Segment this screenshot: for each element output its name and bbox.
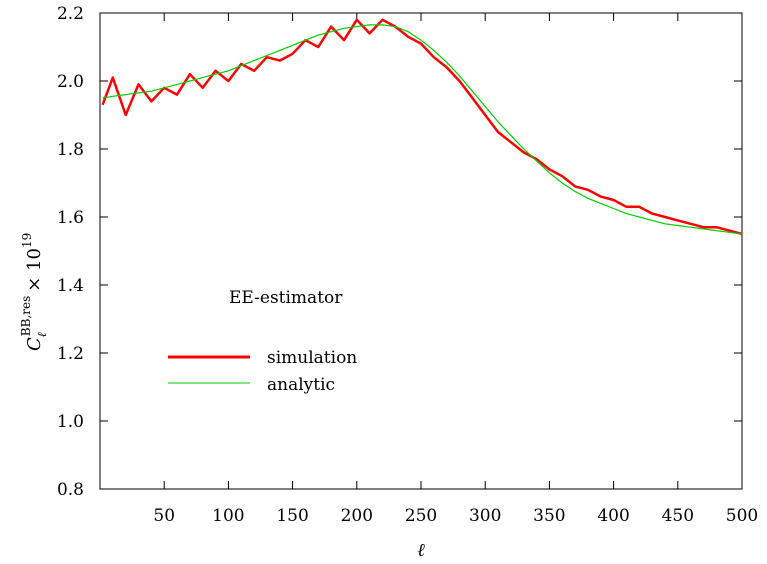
y-tick-label: 0.8 — [57, 480, 84, 500]
y-tick-label: 1.2 — [57, 344, 84, 364]
x-tick-label: 150 — [276, 506, 308, 526]
series-line-simulation — [101, 18, 743, 236]
y-tick-label: 1.6 — [57, 208, 84, 228]
y-label-sub: ℓ — [35, 332, 49, 337]
y-tick-label: 1.0 — [57, 412, 84, 432]
x-tick-label: 400 — [597, 506, 629, 526]
x-tick-label: 300 — [469, 506, 501, 526]
series-layer — [101, 18, 743, 236]
tick-labels: 50 100 150 200 250 300 350 400 450 500 0.8 1.0 1.2 1.… — [57, 4, 758, 526]
x-tick-label: 100 — [212, 506, 244, 526]
svg-text:CℓBB,res× 1019: CℓBB,res × 1019 — [19, 233, 49, 351]
y-tick-label: 2.2 — [57, 4, 84, 24]
legend-label-analytic: analytic — [267, 375, 335, 395]
y-tick-label: 1.4 — [57, 276, 84, 296]
x-tick-label: 350 — [533, 506, 565, 526]
legend: simulation analytic — [168, 348, 357, 395]
x-tick-label: 200 — [341, 506, 373, 526]
legend-label-simulation: simulation — [267, 348, 357, 368]
y-tick-label: 2.0 — [57, 72, 84, 92]
x-tick-label: 50 — [153, 506, 175, 526]
axis-ticks — [100, 12, 743, 490]
annotation-text: EE-estimator — [229, 288, 343, 308]
plot-frame — [99, 12, 743, 490]
y-label-times: × 10 — [24, 248, 45, 292]
x-tick-label: 250 — [405, 506, 437, 526]
y-label-main: C — [24, 337, 45, 351]
x-tick-label: 450 — [662, 506, 694, 526]
y-axis-label: CℓBB,res × 1019 — [19, 233, 49, 351]
y-tick-label: 1.8 — [57, 140, 84, 160]
y-label-sup: BB,res — [19, 296, 33, 336]
x-axis-label: ℓ — [417, 540, 425, 561]
x-tick-label: 500 — [726, 506, 758, 526]
y-label-exp: 19 — [20, 233, 34, 248]
series-line-analytic — [102, 24, 743, 235]
